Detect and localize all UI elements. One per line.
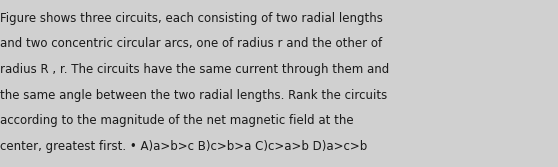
Text: center, greatest first. • A)a>b>c B)c>b>a C)c>a>b D)a>c>b: center, greatest first. • A)a>b>c B)c>b>… xyxy=(0,140,367,153)
Text: the same angle between the two radial lengths. Rank the circuits: the same angle between the two radial le… xyxy=(0,89,387,102)
Text: radius R , r. The circuits have the same current through them and: radius R , r. The circuits have the same… xyxy=(0,63,389,76)
Text: and two concentric circular arcs, one of radius r and the other of: and two concentric circular arcs, one of… xyxy=(0,37,382,50)
Text: Figure shows three circuits, each consisting of two radial lengths: Figure shows three circuits, each consis… xyxy=(0,12,383,25)
Text: according to the magnitude of the net magnetic field at the: according to the magnitude of the net ma… xyxy=(0,114,354,127)
